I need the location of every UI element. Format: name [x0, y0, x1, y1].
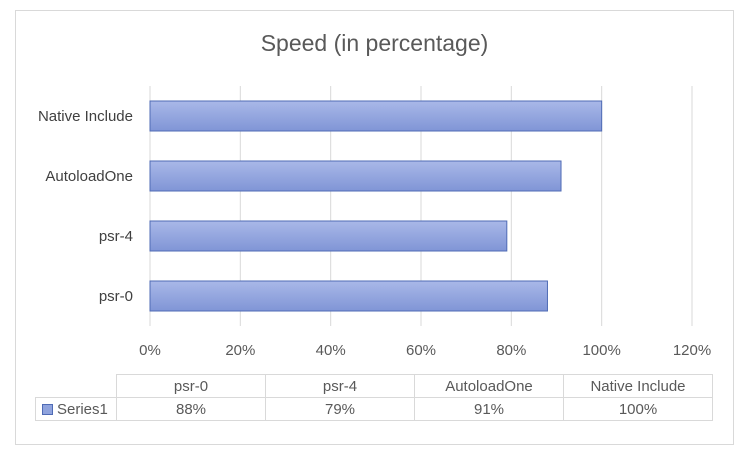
- x-tick-label: 100%: [582, 342, 620, 359]
- x-tick-label: 20%: [225, 342, 255, 359]
- data-table-value: 88%: [116, 397, 266, 421]
- data-table-value: 91%: [414, 397, 564, 421]
- data-table-category: psr-0: [116, 374, 266, 398]
- series-name: Series1: [57, 400, 108, 418]
- data-table-series-name: Series1: [35, 397, 117, 421]
- x-tick-label: 60%: [406, 342, 436, 359]
- bar: [149, 100, 603, 132]
- x-tick-label: 80%: [496, 342, 526, 359]
- y-category-label: AutoloadOne: [45, 168, 133, 185]
- data-table: psr-0 psr-4 AutoloadOne Native Include S…: [35, 374, 713, 421]
- chart-title: Speed (in percentage): [260, 30, 489, 56]
- y-category-label: psr-0: [99, 288, 133, 305]
- data-table-category: psr-4: [265, 374, 415, 398]
- data-table-series-row: Series1 88% 79% 91% 100%: [35, 397, 713, 421]
- x-tick-label: 120%: [673, 342, 711, 359]
- x-tick-label: 0%: [139, 342, 161, 359]
- y-category-label: psr-4: [99, 228, 133, 245]
- data-table-category: AutoloadOne: [414, 374, 564, 398]
- y-category-label: Native Include: [38, 108, 133, 125]
- data-table-header-row: psr-0 psr-4 AutoloadOne Native Include: [35, 374, 713, 398]
- data-table-corner: [35, 374, 117, 398]
- x-tick-label: 40%: [316, 342, 346, 359]
- bar: [149, 220, 508, 252]
- bar: [149, 280, 548, 312]
- legend-key-icon: [42, 404, 53, 416]
- data-table-category: Native Include: [563, 374, 713, 398]
- data-table-value: 79%: [265, 397, 415, 421]
- bar: [149, 160, 562, 192]
- data-table-value: 100%: [563, 397, 713, 421]
